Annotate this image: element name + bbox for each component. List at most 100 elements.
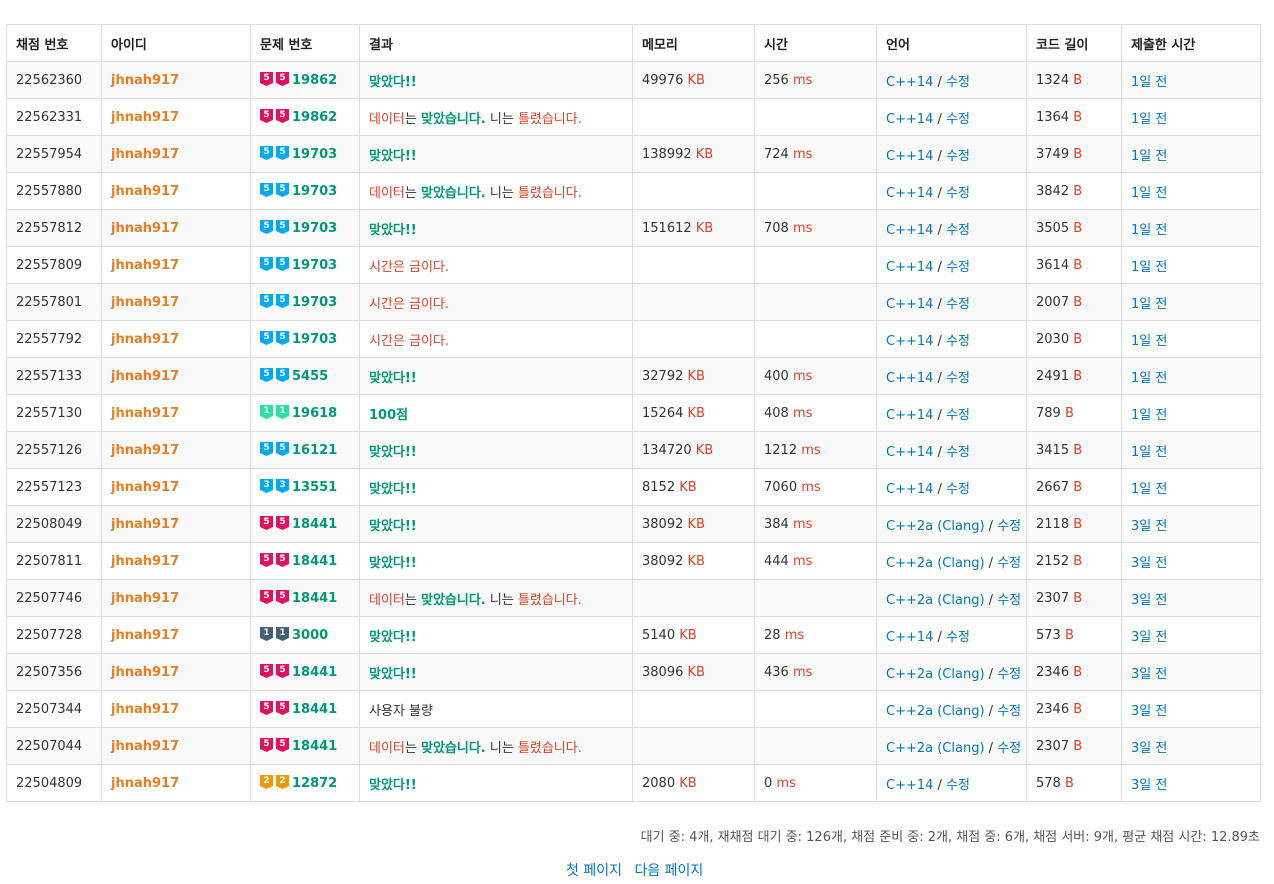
edit-link[interactable]: 수정 — [946, 111, 970, 127]
submitted-time-link[interactable]: 3일 전 — [1131, 592, 1168, 608]
problem-link[interactable]: 5455 — [292, 369, 329, 384]
user-link[interactable]: jhnah917 — [111, 664, 180, 680]
problem-link[interactable]: 18441 — [292, 554, 338, 569]
edit-link[interactable]: 수정 — [946, 296, 970, 312]
edit-link[interactable]: 수정 — [997, 666, 1022, 682]
problem-link[interactable]: 13551 — [292, 480, 338, 495]
next-page-link[interactable]: 다음 페이지 — [634, 863, 704, 879]
language-link[interactable]: C++14 — [886, 333, 934, 349]
edit-link[interactable]: 수정 — [946, 259, 970, 275]
user-link[interactable]: jhnah917 — [111, 331, 180, 347]
language-link[interactable]: C++14 — [886, 259, 934, 275]
problem-link[interactable]: 18441 — [292, 591, 338, 606]
edit-link[interactable]: 수정 — [946, 481, 970, 497]
problem-link[interactable]: 19703 — [292, 147, 338, 162]
problem-link[interactable]: 19862 — [292, 73, 338, 88]
user-link[interactable]: jhnah917 — [111, 109, 180, 125]
language-link[interactable]: C++14 — [886, 407, 934, 423]
edit-link[interactable]: 수정 — [946, 148, 970, 164]
problem-link[interactable]: 18441 — [292, 517, 338, 532]
submitted-time-link[interactable]: 1일 전 — [1131, 222, 1168, 238]
edit-link[interactable]: 수정 — [997, 518, 1022, 534]
user-link[interactable]: jhnah917 — [111, 627, 180, 643]
edit-link[interactable]: 수정 — [946, 407, 970, 423]
submitted-time-link[interactable]: 1일 전 — [1131, 407, 1168, 423]
submitted-time-link[interactable]: 1일 전 — [1131, 185, 1168, 201]
language-link[interactable]: C++14 — [886, 74, 934, 90]
language-link[interactable]: C++14 — [886, 148, 934, 164]
user-link[interactable]: jhnah917 — [111, 738, 180, 754]
user-link[interactable]: jhnah917 — [111, 220, 180, 236]
problem-link[interactable]: 18441 — [292, 702, 338, 717]
submitted-time-link[interactable]: 1일 전 — [1131, 333, 1168, 349]
problem-link[interactable]: 19703 — [292, 221, 338, 236]
language-link[interactable]: C++2a (Clang) — [886, 555, 985, 571]
submitted-time-link[interactable]: 1일 전 — [1131, 296, 1168, 312]
language-link[interactable]: C++2a (Clang) — [886, 518, 985, 534]
submitted-time-link[interactable]: 3일 전 — [1131, 777, 1168, 793]
submitted-time-link[interactable]: 3일 전 — [1131, 703, 1168, 719]
language-link[interactable]: C++2a (Clang) — [886, 740, 985, 756]
first-page-link[interactable]: 첫 페이지 — [566, 863, 622, 879]
problem-link[interactable]: 3000 — [292, 628, 329, 643]
edit-link[interactable]: 수정 — [946, 777, 970, 793]
language-link[interactable]: C++14 — [886, 777, 934, 793]
language-link[interactable]: C++14 — [886, 444, 934, 460]
user-link[interactable]: jhnah917 — [111, 146, 180, 162]
edit-link[interactable]: 수정 — [946, 185, 970, 201]
language-link[interactable]: C++14 — [886, 481, 934, 497]
language-link[interactable]: C++14 — [886, 629, 934, 645]
user-link[interactable]: jhnah917 — [111, 405, 180, 421]
edit-link[interactable]: 수정 — [997, 703, 1022, 719]
edit-link[interactable]: 수정 — [997, 555, 1022, 571]
user-link[interactable]: jhnah917 — [111, 183, 180, 199]
edit-link[interactable]: 수정 — [946, 629, 970, 645]
problem-link[interactable]: 19703 — [292, 184, 338, 199]
user-link[interactable]: jhnah917 — [111, 590, 180, 606]
submitted-time-link[interactable]: 1일 전 — [1131, 444, 1168, 460]
problem-link[interactable]: 19618 — [292, 406, 338, 421]
submitted-time-link[interactable]: 3일 전 — [1131, 740, 1168, 756]
problem-link[interactable]: 12872 — [292, 776, 338, 791]
submitted-time-link[interactable]: 3일 전 — [1131, 518, 1168, 534]
problem-link[interactable]: 19862 — [292, 110, 338, 125]
user-link[interactable]: jhnah917 — [111, 442, 180, 458]
user-link[interactable]: jhnah917 — [111, 553, 180, 569]
submitted-time-link[interactable]: 3일 전 — [1131, 666, 1168, 682]
edit-link[interactable]: 수정 — [997, 740, 1022, 756]
edit-link[interactable]: 수정 — [997, 592, 1022, 608]
user-link[interactable]: jhnah917 — [111, 516, 180, 532]
submitted-time-link[interactable]: 3일 전 — [1131, 629, 1168, 645]
edit-link[interactable]: 수정 — [946, 370, 970, 386]
edit-link[interactable]: 수정 — [946, 222, 970, 238]
problem-link[interactable]: 19703 — [292, 295, 338, 310]
submitted-time-link[interactable]: 1일 전 — [1131, 111, 1168, 127]
language-link[interactable]: C++14 — [886, 222, 934, 238]
problem-link[interactable]: 16121 — [292, 443, 338, 458]
user-link[interactable]: jhnah917 — [111, 257, 180, 273]
language-link[interactable]: C++2a (Clang) — [886, 666, 985, 682]
edit-link[interactable]: 수정 — [946, 74, 970, 90]
submitted-time-link[interactable]: 1일 전 — [1131, 74, 1168, 90]
language-link[interactable]: C++2a (Clang) — [886, 703, 985, 719]
problem-link[interactable]: 19703 — [292, 258, 338, 273]
language-link[interactable]: C++14 — [886, 185, 934, 201]
submitted-time-link[interactable]: 1일 전 — [1131, 370, 1168, 386]
submitted-time-link[interactable]: 1일 전 — [1131, 148, 1168, 164]
language-link[interactable]: C++14 — [886, 111, 934, 127]
problem-link[interactable]: 19703 — [292, 332, 338, 347]
user-link[interactable]: jhnah917 — [111, 294, 180, 310]
language-link[interactable]: C++2a (Clang) — [886, 592, 985, 608]
problem-link[interactable]: 18441 — [292, 739, 338, 754]
language-link[interactable]: C++14 — [886, 370, 934, 386]
edit-link[interactable]: 수정 — [946, 444, 970, 460]
user-link[interactable]: jhnah917 — [111, 72, 180, 88]
user-link[interactable]: jhnah917 — [111, 701, 180, 717]
edit-link[interactable]: 수정 — [946, 333, 970, 349]
user-link[interactable]: jhnah917 — [111, 479, 180, 495]
problem-link[interactable]: 18441 — [292, 665, 338, 680]
submitted-time-link[interactable]: 1일 전 — [1131, 481, 1168, 497]
submitted-time-link[interactable]: 1일 전 — [1131, 259, 1168, 275]
language-link[interactable]: C++14 — [886, 296, 934, 312]
user-link[interactable]: jhnah917 — [111, 775, 180, 791]
